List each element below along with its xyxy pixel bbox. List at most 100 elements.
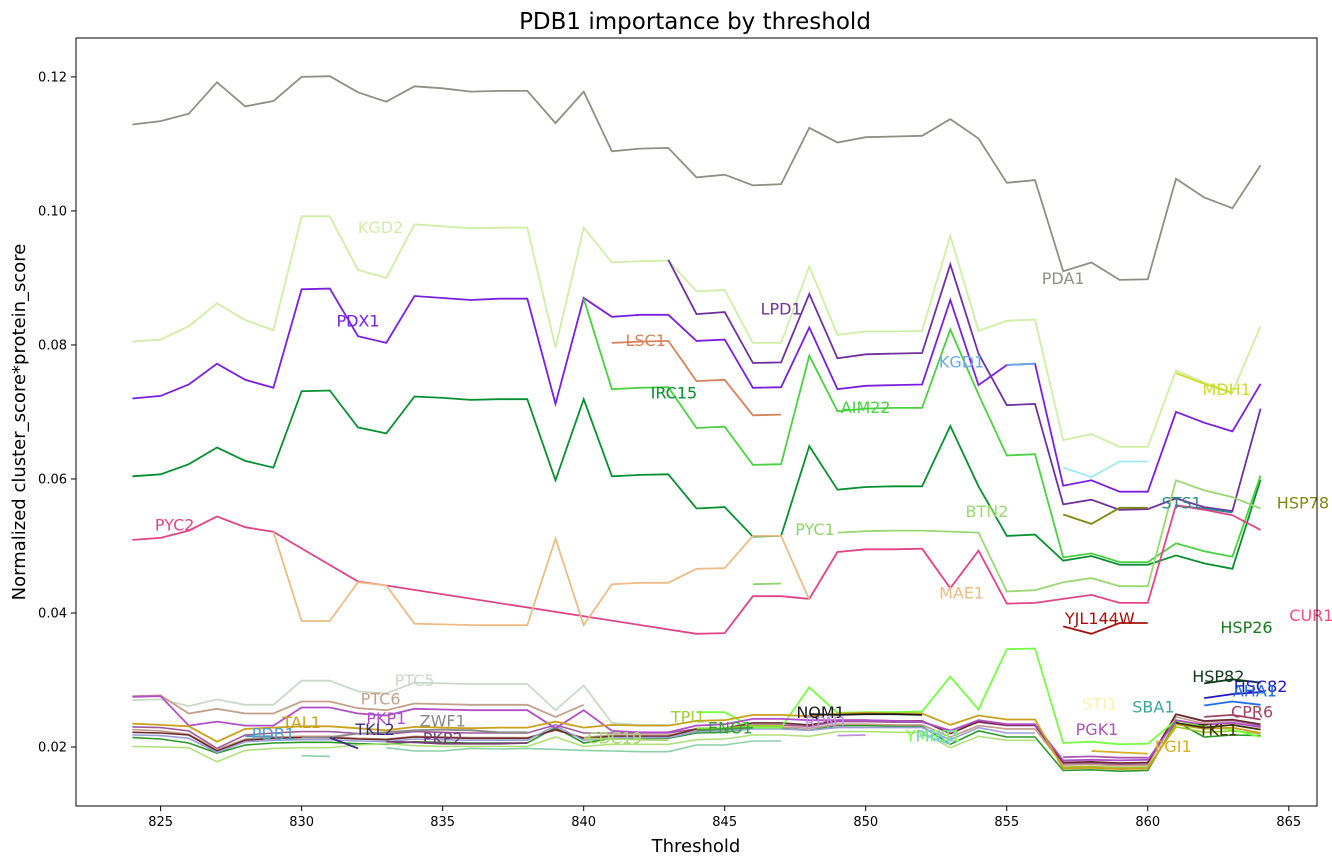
background-series-line bbox=[301, 754, 330, 758]
series-line-cpr6 bbox=[1204, 713, 1261, 721]
series-label-cdc19: CDC19 bbox=[587, 729, 642, 748]
series-line-pkp2 bbox=[386, 740, 528, 745]
x-axis-title: Threshold bbox=[651, 836, 741, 857]
plot-frame bbox=[75, 37, 1318, 807]
series-line-cdc19 bbox=[583, 737, 669, 742]
series-line-hsp78 bbox=[1062, 506, 1148, 525]
series-line-pyc1 bbox=[752, 582, 782, 586]
series-line-lpd1 bbox=[667, 259, 1262, 513]
series-label-rpn1: RPN1 bbox=[805, 713, 848, 732]
x-tick-label: 855 bbox=[994, 815, 1019, 830]
series-label-pdx1: PDX1 bbox=[336, 312, 379, 331]
series-line-pda1 bbox=[132, 75, 1262, 281]
chart-title: PDB1 importance by threshold bbox=[519, 9, 871, 35]
y-axis: 0.02 0.04 0.06 0.08 0.10 0.12 bbox=[38, 70, 76, 756]
series-label-cpr6: CPR6 bbox=[1231, 702, 1273, 721]
series-label-aha1: AHA1 bbox=[1233, 682, 1277, 701]
series-label-lpd1: LPD1 bbox=[761, 300, 802, 319]
series-label-nqm1: NQM1 bbox=[796, 703, 845, 722]
series-line-tpi1 bbox=[696, 724, 782, 730]
y-tick-label: 0.12 bbox=[38, 70, 67, 85]
series-line-rpn1 bbox=[837, 734, 866, 737]
y-tick-label: 0.10 bbox=[38, 204, 67, 219]
series-label-pdb1: PDB1 bbox=[252, 725, 295, 744]
series-label-hsp78: HSP78 bbox=[1277, 493, 1329, 512]
x-tick-label: 840 bbox=[571, 815, 596, 830]
series-line-hsp82 bbox=[1204, 678, 1261, 685]
series-label-kgd2: KGD2 bbox=[358, 218, 403, 237]
series-line-lsc1 bbox=[611, 339, 782, 417]
series-label-irc15: IRC15 bbox=[651, 383, 698, 402]
series-label-tpi1: TPI1 bbox=[670, 708, 705, 727]
background-series-line bbox=[132, 724, 1035, 754]
series-label-hsc82: HSC82 bbox=[1234, 677, 1288, 696]
series-label-sts1: STS1 bbox=[1161, 493, 1201, 512]
series-label-mdh1: MDH1 bbox=[1203, 380, 1251, 399]
series-line-pyc2 bbox=[132, 504, 1262, 635]
series-line-kgd1 bbox=[1006, 362, 1036, 366]
series-line-eno1 bbox=[696, 726, 753, 732]
background-series-line bbox=[132, 720, 1261, 773]
series-line-hsc82 bbox=[1204, 691, 1261, 699]
series-label-yjl144w: YJL144W bbox=[1064, 609, 1135, 628]
series-line-ymr31 bbox=[696, 647, 1261, 746]
y-tick-label: 0.06 bbox=[38, 472, 67, 487]
series-labels: PDA1 KGD2 PDX1 LPD1 IRC15 AIM22 LSC1 KGD1 MDH1 ST… bbox=[155, 218, 1332, 756]
y-axis-title: Normalized cluster_score*protein_score bbox=[9, 244, 30, 601]
series-line-yjl144w-cyan bbox=[1062, 460, 1148, 478]
series-line-tkl1 bbox=[1175, 722, 1261, 731]
series-label-pda1: PDA1 bbox=[1042, 269, 1085, 288]
series-label-pgk1: PGK1 bbox=[1076, 720, 1119, 739]
x-tick-label: 845 bbox=[712, 815, 737, 830]
series-line-btn2 bbox=[837, 479, 1261, 593]
series-line-tal1 bbox=[132, 711, 1261, 771]
series-line-mdh1 bbox=[1175, 372, 1233, 395]
series-line-tkl2 bbox=[329, 736, 359, 750]
series-line-pkp1 bbox=[132, 695, 1261, 762]
series-line-zwf1 bbox=[301, 728, 528, 739]
series-label-ptc6: PTC6 bbox=[361, 690, 401, 709]
series-line-ptc6 bbox=[132, 694, 585, 718]
y-tick-label: 0.02 bbox=[38, 741, 67, 756]
background-series-line bbox=[386, 740, 782, 753]
x-tick-label: 835 bbox=[430, 815, 455, 830]
series-line-mae1 bbox=[272, 531, 811, 628]
series-line-pgi1 bbox=[1091, 750, 1148, 755]
series-label-pyc1: PYC1 bbox=[795, 520, 835, 539]
series-label-mae1: MAE1 bbox=[939, 584, 984, 603]
series-label-tal1: TAL1 bbox=[281, 713, 321, 732]
series-label-btn2: BTN2 bbox=[966, 502, 1009, 521]
series-line-aim22 bbox=[582, 298, 1262, 563]
series-line-prk2 bbox=[921, 733, 951, 746]
series-label-cur1: CUR1 bbox=[1289, 606, 1332, 625]
series-label-sti1: STI1 bbox=[1082, 694, 1117, 713]
series-label-zwf1: ZWF1 bbox=[420, 712, 466, 731]
series-line-pgk1 bbox=[1063, 755, 1148, 759]
series-label-eno1: ENO1 bbox=[708, 718, 753, 737]
series-label-tkl1: TKL1 bbox=[1198, 720, 1238, 739]
series-label-hsp26: HSP26 bbox=[1220, 618, 1272, 637]
series-line-yjl144w bbox=[1062, 622, 1148, 635]
series-line-ptc5 bbox=[132, 679, 669, 726]
series-label-kgd1: KGD1 bbox=[939, 353, 984, 372]
series-label-sba1: SBA1 bbox=[1132, 698, 1174, 717]
series-label-prk2: PRK2 bbox=[915, 727, 956, 746]
series-label-pkp1: PKP1 bbox=[366, 709, 406, 728]
x-axis: 825 830 835 840 845 850 855 860 865 bbox=[148, 806, 1301, 830]
series-line-nqm1 bbox=[809, 713, 923, 716]
series-label-ptc5: PTC5 bbox=[395, 671, 435, 690]
series-line-pdx1 bbox=[132, 287, 1262, 493]
series-label-hsp82: HSP82 bbox=[1192, 667, 1244, 686]
series-label-pkp2: PKP2 bbox=[423, 729, 463, 748]
plot-lines bbox=[132, 75, 1262, 773]
y-tick-label: 0.08 bbox=[38, 338, 67, 353]
series-label-pyc2: PYC2 bbox=[155, 515, 195, 534]
series-label-tkl2: TKL2 bbox=[354, 720, 394, 739]
x-tick-label: 850 bbox=[853, 815, 878, 830]
y-tick-label: 0.04 bbox=[38, 606, 67, 621]
series-label-pgi1: PGI1 bbox=[1155, 737, 1192, 756]
series-line-aha1 bbox=[1204, 700, 1261, 707]
series-label-ymr31: YMR31 bbox=[905, 727, 961, 746]
x-tick-label: 830 bbox=[289, 815, 314, 830]
